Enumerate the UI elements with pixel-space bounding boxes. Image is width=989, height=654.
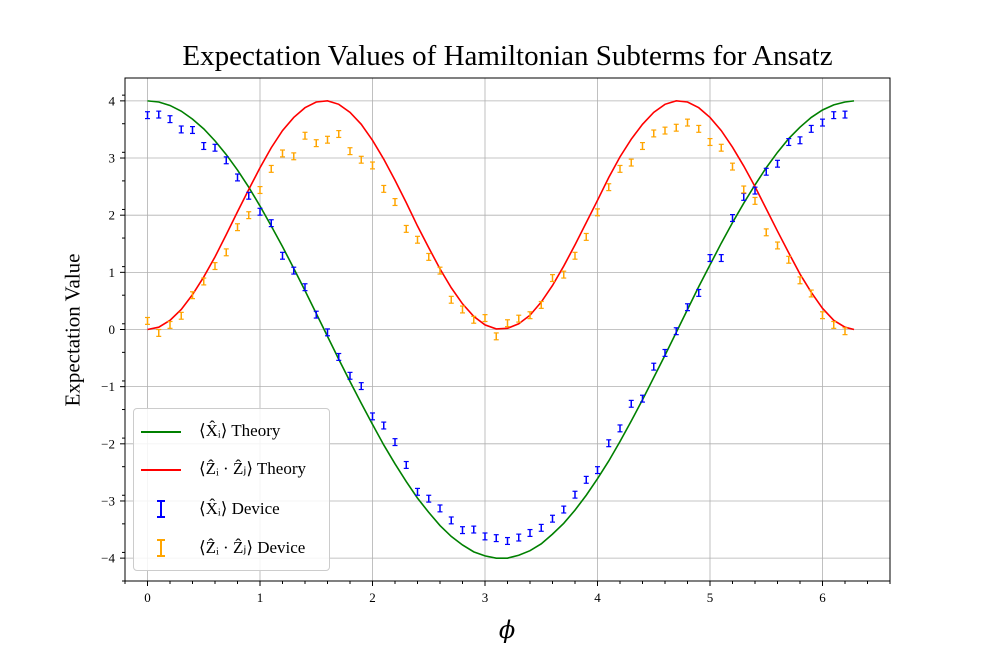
x-tick-label-3: 3 (482, 590, 489, 605)
x-tick-label-4: 4 (594, 590, 601, 605)
y-tick-label-4: 0 (109, 322, 116, 337)
legend-item-x-theory: ⟨X̂ᵢ⟩ Theory (134, 419, 329, 445)
legend-item-zz-device: ⟨Ẑᵢ · Ẑⱼ⟩ Device (134, 536, 329, 562)
x-tick-label-6: 6 (819, 590, 826, 605)
y-axis-label: Expectation Value (60, 253, 85, 407)
legend-swatch-x-device (157, 500, 165, 518)
legend: ⟨X̂ᵢ⟩ Theory ⟨Ẑᵢ · Ẑⱼ⟩ Theory ⟨X̂ᵢ⟩ Devi… (133, 408, 330, 571)
y-tick-label-1: 3 (109, 151, 116, 166)
x-tick-label-0: 0 (144, 590, 151, 605)
legend-label-zz-theory: ⟨Ẑᵢ · Ẑⱼ⟩ Theory (199, 459, 306, 478)
x-tick-label-5: 5 (707, 590, 714, 605)
series-line-1 (147, 100, 855, 331)
legend-label-x-device: ⟨X̂ᵢ⟩ Device (199, 499, 280, 518)
y-tick-label-6: −2 (101, 436, 115, 451)
x-tick-label-1: 1 (257, 590, 264, 605)
legend-item-x-device: ⟨X̂ᵢ⟩ Device (134, 497, 329, 523)
y-tick-label-2: 2 (109, 208, 116, 223)
y-tick-label-7: −3 (101, 493, 115, 508)
chart-title: Expectation Values of Hamiltonian Subter… (182, 40, 833, 72)
x-axis-label: ϕ (498, 616, 516, 644)
y-tick-label-3: 1 (109, 265, 116, 280)
legend-label-zz-device: ⟨Ẑᵢ · Ẑⱼ⟩ Device (199, 538, 306, 557)
y-tick-label-5: −1 (101, 379, 115, 394)
legend-swatch-x-theory (141, 431, 181, 433)
y-tick-label-0: 4 (109, 93, 116, 108)
legend-swatch-zz-device (157, 539, 165, 557)
y-tick-label-8: −4 (101, 551, 115, 566)
x-tick-label-2: 2 (369, 590, 376, 605)
legend-label-x-theory: ⟨X̂ᵢ⟩ Theory (199, 421, 281, 440)
series-line-0 (147, 100, 855, 559)
legend-swatch-zz-theory (141, 469, 181, 471)
legend-item-zz-theory: ⟨Ẑᵢ · Ẑⱼ⟩ Theory (134, 457, 329, 483)
